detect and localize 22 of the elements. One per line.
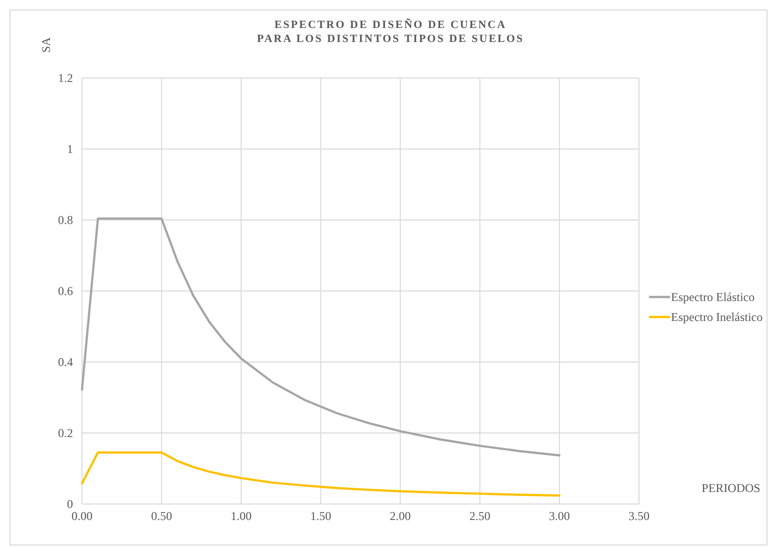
y-tick-label: 1.2 (58, 71, 73, 85)
x-tick-label: 0.50 (151, 509, 172, 523)
y-tick-label: 0.6 (58, 284, 73, 298)
x-tick-label: 3.00 (548, 509, 570, 523)
y-tick-label: 0.4 (58, 355, 73, 369)
x-axis-title: PERIODOS (702, 481, 760, 495)
legend-label: Espectro Elástico (671, 290, 755, 304)
chart-title: ESPECTRO DE DISEÑO DE CUENCA PARA LOS DISTINTOS TIPOS DE SUELOS (256, 18, 524, 45)
y-axis-title: SA (39, 37, 53, 53)
y-tick-label: 0.2 (58, 426, 73, 440)
line-series (80, 451, 561, 497)
x-tick-label: 1.00 (230, 509, 252, 523)
x-tick-label: 2.00 (390, 509, 411, 523)
y-tick-label: 0 (67, 497, 73, 511)
x-tick-label: 2.50 (469, 509, 490, 523)
legend-label: Espectro Inelástico (671, 310, 763, 324)
x-tick-label: 3.50 (628, 509, 650, 523)
x-tick-label: 0.00 (72, 509, 92, 523)
line-series (80, 217, 561, 456)
x-tick-label: 1.50 (310, 509, 332, 523)
y-tick-label: 0.8 (58, 213, 73, 227)
y-tick-label: 1 (67, 142, 73, 156)
